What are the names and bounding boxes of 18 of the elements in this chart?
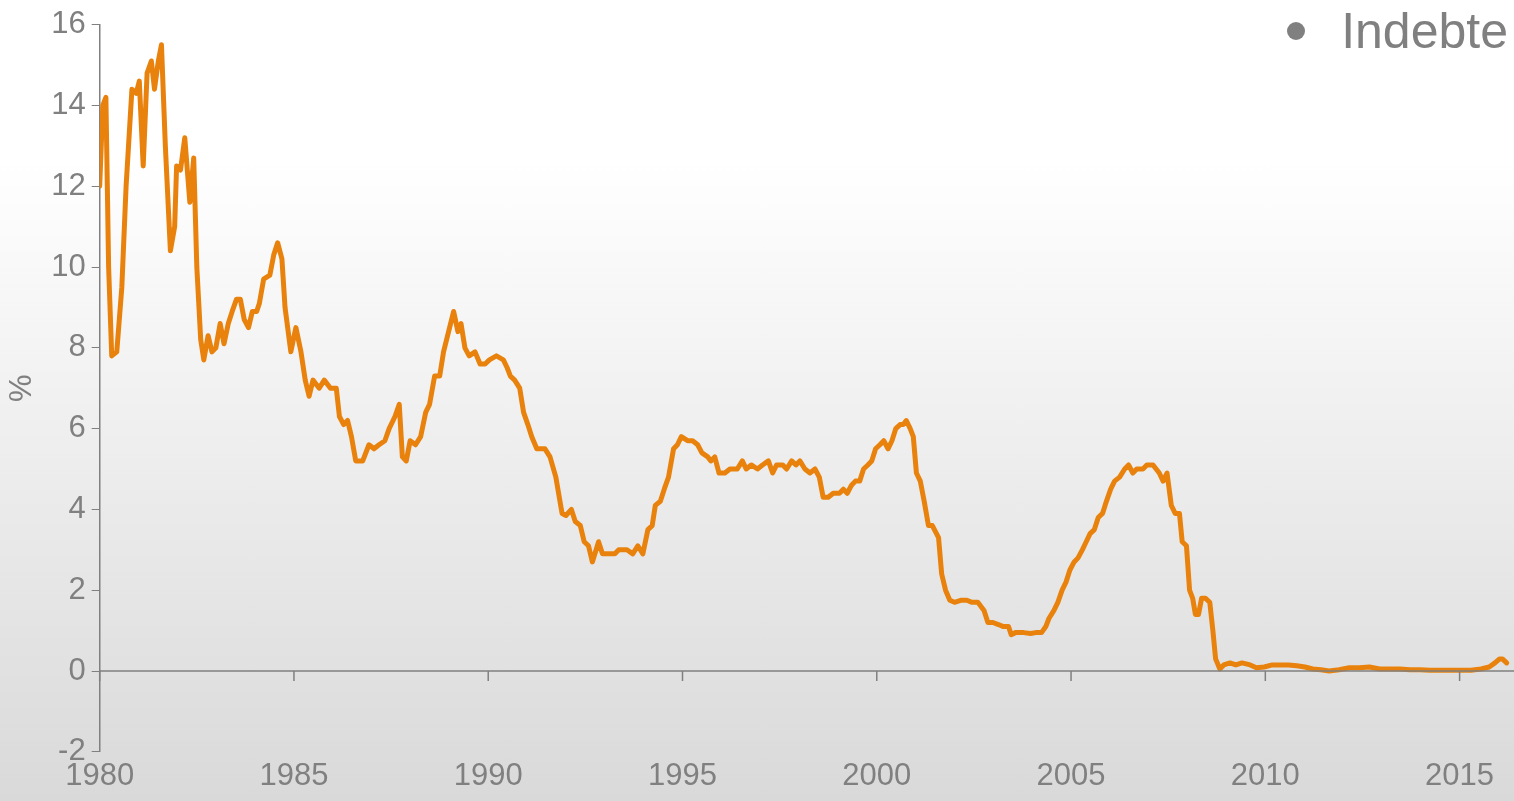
x-tick-label: 2010	[1230, 756, 1300, 792]
x-tick-label: 1985	[259, 756, 329, 792]
y-tick-label: 2	[68, 570, 86, 606]
y-tick-label: 10	[51, 247, 86, 283]
y-tick-label: 8	[68, 328, 86, 364]
x-tick-label: 1995	[648, 756, 717, 792]
y-tick-label: 6	[68, 409, 86, 445]
y-axis-title: %	[3, 374, 39, 402]
x-tick-label: 1990	[453, 756, 523, 792]
y-tick-label: 14	[51, 85, 86, 121]
x-tick-label: 2005	[1036, 756, 1106, 792]
y-tick-label: 0	[68, 651, 86, 687]
annotation: Indebte	[1341, 2, 1508, 60]
y-tick-label: 12	[51, 166, 86, 202]
x-tick-label: 2015	[1425, 756, 1495, 792]
y-tick-label: 16	[51, 5, 86, 41]
x-tick-label: 2000	[842, 756, 912, 792]
y-tick-label: 4	[68, 489, 86, 525]
